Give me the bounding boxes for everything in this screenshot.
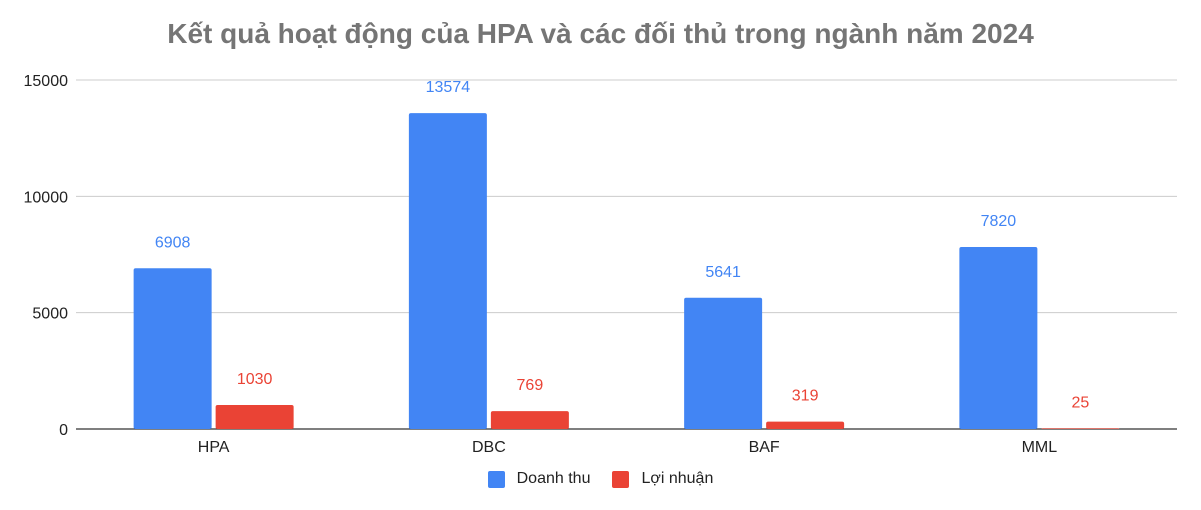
data-label-doanh-thu: 5641: [705, 264, 741, 281]
legend-label-loi-nhuan: Lợi nhuận: [641, 470, 714, 487]
bar-loi-nhuan: [766, 421, 845, 429]
bar-doanh-thu: [408, 113, 487, 429]
data-label-loi-nhuan: 25: [1071, 394, 1089, 411]
legend-item-loi-nhuan: Lợi nhuận: [612, 470, 713, 488]
legend-swatch-loi-nhuan: [612, 470, 630, 488]
data-label-doanh-thu: 13574: [426, 79, 471, 96]
bar-doanh-thu: [133, 268, 212, 429]
x-tick-label: BAF: [749, 439, 780, 456]
data-label-doanh-thu: 6908: [155, 234, 191, 251]
y-tick-label: 15000: [24, 73, 69, 90]
bar-doanh-thu: [684, 297, 763, 429]
x-tick-label: DBC: [472, 439, 506, 456]
x-tick-label: MML: [1022, 439, 1058, 456]
legend-label-doanh-thu: Doanh thu: [516, 470, 591, 487]
y-tick-label: 10000: [24, 189, 69, 206]
bar-doanh-thu: [959, 247, 1038, 429]
legend-swatch-doanh-thu: [487, 470, 505, 488]
legend: Doanh thu Lợi nhuận: [0, 470, 1201, 488]
data-label-loi-nhuan: 319: [792, 388, 819, 405]
legend-item-doanh-thu: Doanh thu: [487, 470, 591, 488]
y-tick-label: 0: [59, 422, 68, 439]
y-tick-label: 5000: [32, 306, 68, 323]
bar-loi-nhuan: [1041, 428, 1120, 429]
data-label-loi-nhuan: 769: [517, 377, 544, 394]
chart-title: Kết quả hoạt động của HPA và các đối thủ…: [167, 18, 1034, 49]
bar-loi-nhuan: [215, 405, 294, 429]
data-label-loi-nhuan: 1030: [237, 371, 273, 388]
bar-loi-nhuan: [490, 411, 569, 429]
data-label-doanh-thu: 7820: [981, 213, 1017, 230]
x-tick-label: HPA: [198, 439, 230, 456]
